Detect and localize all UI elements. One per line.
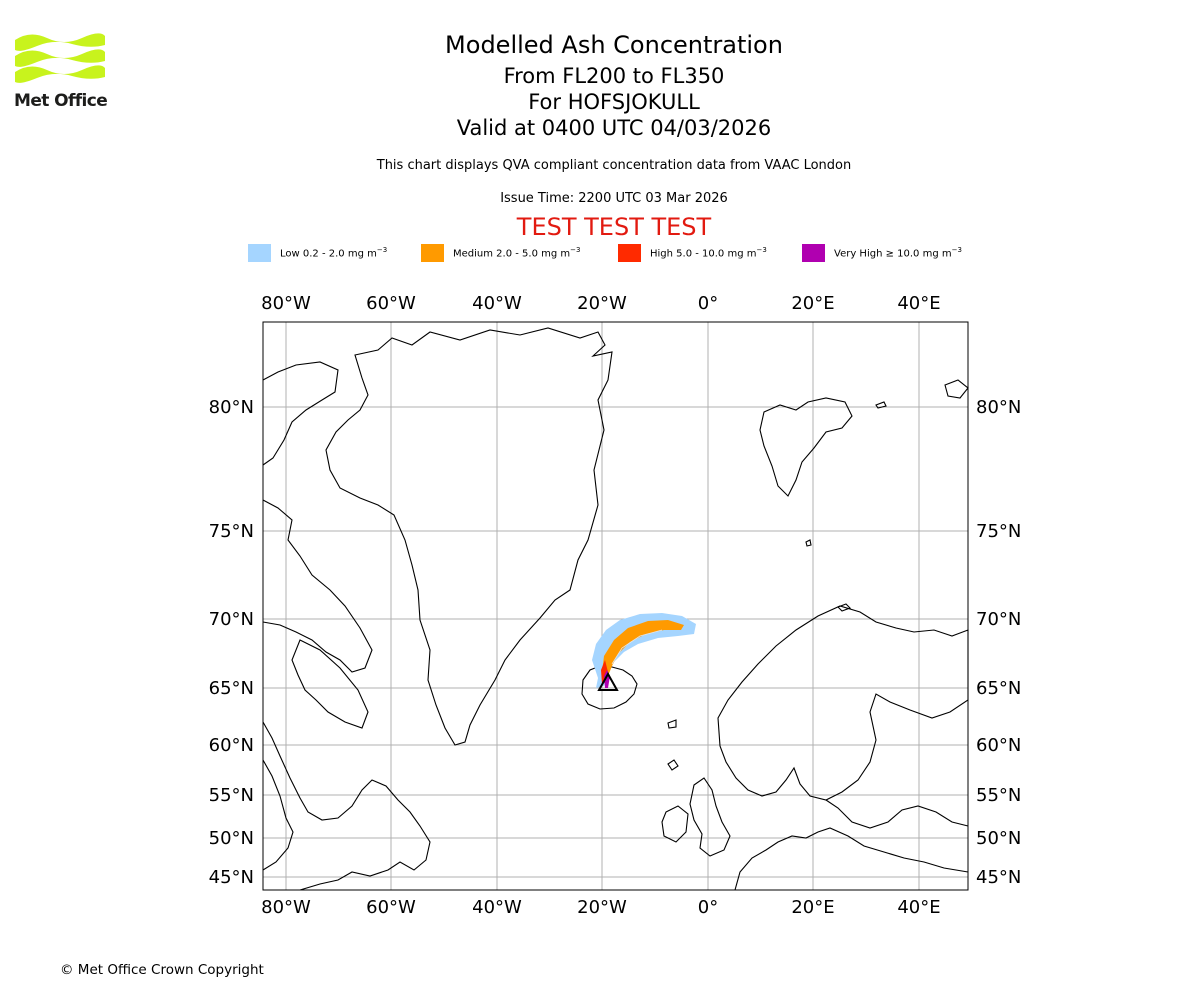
arctic-islands-coast xyxy=(262,499,373,673)
valid-time: Valid at 0400 UTC 04/03/2026 xyxy=(456,116,772,140)
ash-medium-area xyxy=(602,620,684,676)
small-island-coast xyxy=(875,401,887,409)
legend-swatch-medium xyxy=(421,244,444,262)
lat-tick-right: 50°N xyxy=(976,828,1021,849)
ash-internal-line xyxy=(611,629,663,665)
legend-unit-medium: −3 xyxy=(570,246,581,254)
north-america-coast xyxy=(262,721,431,891)
lat-tick-right: 65°N xyxy=(976,678,1021,699)
legend-swatch-very-high xyxy=(802,244,825,262)
lon-tick-top: 0° xyxy=(698,293,718,314)
lat-tick-left: 70°N xyxy=(209,609,254,630)
issue-time: Issue Time: 2200 UTC 03 Mar 2026 xyxy=(500,191,728,206)
baffin-coast xyxy=(291,639,369,729)
gridlines xyxy=(263,322,968,890)
lat-tick-left: 80°N xyxy=(209,397,254,418)
bear-island-coast xyxy=(805,539,812,547)
lon-tick-top: 40°W xyxy=(472,293,522,314)
chart-note: This chart displays QVA compliant concen… xyxy=(376,158,852,173)
hudson-coast xyxy=(262,759,294,871)
lon-tick-bottom: 20°E xyxy=(791,897,834,918)
lon-tick-bottom: 80°W xyxy=(261,897,311,918)
lat-tick-right: 80°N xyxy=(976,397,1021,418)
lon-tick-top: 20°W xyxy=(577,293,627,314)
legend-unit-low: −3 xyxy=(376,246,388,254)
ireland-coast xyxy=(661,805,689,843)
flight-level-range: From FL200 to FL350 xyxy=(503,64,725,88)
legend-swatch-low xyxy=(248,244,271,262)
lon-tick-bottom: 40°E xyxy=(897,897,940,918)
legend-unit-very-high: −3 xyxy=(951,246,962,254)
lat-tick-left: 50°N xyxy=(209,828,254,849)
lat-tick-right: 45°N xyxy=(976,867,1021,888)
legend-label-low: Low 0.2 - 2.0 mg m xyxy=(280,248,377,260)
lat-tick-left: 75°N xyxy=(209,521,254,542)
lon-tick-bottom: 20°W xyxy=(577,897,627,918)
lat-tick-left: 55°N xyxy=(209,785,254,806)
legend-swatch-high xyxy=(618,244,641,262)
lon-tick-top: 80°W xyxy=(261,293,311,314)
volcano-marker-icon xyxy=(597,671,619,691)
jan-mayen-coast xyxy=(667,719,677,729)
legend-unit-high: −3 xyxy=(756,246,767,254)
ellesmere-coast xyxy=(262,361,339,466)
svalbard-coast xyxy=(759,397,853,497)
scandinavia-coast xyxy=(717,605,969,801)
franz-josef-coast xyxy=(944,379,969,399)
copyright-notice: © Met Office Crown Copyright xyxy=(60,962,264,978)
met-office-logo-icon xyxy=(15,33,105,83)
great-britain-coast xyxy=(689,777,731,857)
legend-label-very-high: Very High ≥ 10.0 mg m xyxy=(834,248,952,260)
lat-tick-right: 70°N xyxy=(976,609,1021,630)
lon-tick-bottom: 40°W xyxy=(472,897,522,918)
baltic-coast xyxy=(825,799,969,829)
map-frame xyxy=(262,321,969,891)
lat-tick-right: 60°N xyxy=(976,735,1021,756)
lon-tick-bottom: 0° xyxy=(698,897,718,918)
page-title: Modelled Ash Concentration xyxy=(445,31,783,59)
legend-label-high: High 5.0 - 10.0 mg m xyxy=(650,248,757,260)
lon-tick-bottom: 60°W xyxy=(366,897,416,918)
test-banner: TEST TEST TEST xyxy=(516,213,712,241)
ash-low-area xyxy=(592,613,696,688)
lat-tick-left: 60°N xyxy=(209,735,254,756)
lon-tick-top: 60°W xyxy=(366,293,416,314)
lon-tick-top: 40°E xyxy=(897,293,940,314)
logo-text: Met Office xyxy=(14,91,108,111)
lat-tick-right: 75°N xyxy=(976,521,1021,542)
lat-tick-right: 55°N xyxy=(976,785,1021,806)
lat-tick-left: 65°N xyxy=(209,678,254,699)
lat-tick-left: 45°N xyxy=(209,867,254,888)
volcano-name: For HOFSJOKULL xyxy=(528,90,700,114)
legend-label-medium: Medium 2.0 - 5.0 mg m xyxy=(453,248,571,260)
lon-tick-top: 20°E xyxy=(791,293,834,314)
faroe-coast xyxy=(667,759,679,771)
europe-coast xyxy=(734,827,969,891)
coastlines xyxy=(262,327,969,891)
north-cape-islands xyxy=(837,603,851,612)
greenland-coast xyxy=(325,327,613,746)
